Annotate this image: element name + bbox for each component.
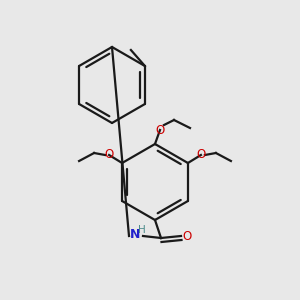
Text: H: H bbox=[138, 225, 146, 235]
Text: O: O bbox=[155, 124, 165, 136]
Text: O: O bbox=[182, 230, 192, 244]
Text: O: O bbox=[196, 148, 206, 161]
Text: O: O bbox=[104, 148, 114, 161]
Text: N: N bbox=[130, 229, 140, 242]
